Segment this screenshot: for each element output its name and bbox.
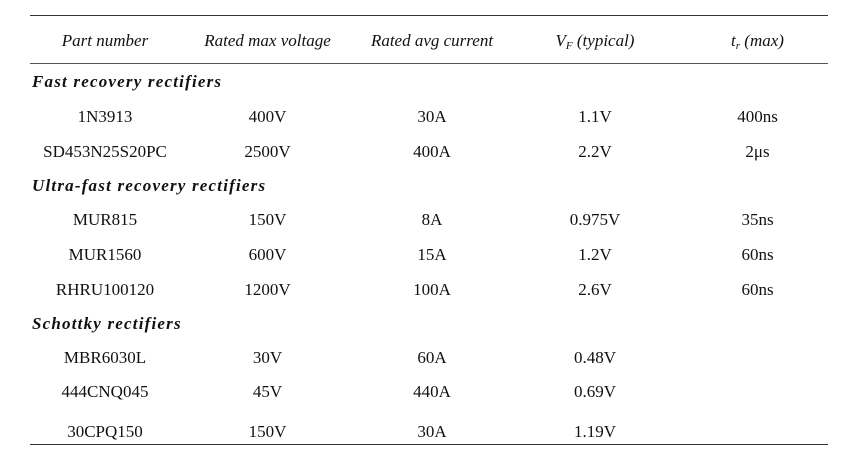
header-rated-avg-current: Rated avg current	[370, 31, 494, 50]
table-row: MBR6030L 30V 60A 0.48V	[0, 346, 849, 370]
header-forward-voltage: VF (typical)	[510, 29, 680, 55]
cell-part-number: 30CPQ150	[67, 422, 143, 441]
cell-forward-voltage: 2.2V	[578, 142, 612, 161]
cell-part-number: SD453N25S20PC	[43, 142, 167, 161]
cell-voltage: 400V	[248, 107, 287, 126]
cell-voltage: 2500V	[244, 142, 291, 161]
cell-current: 440A	[413, 382, 451, 401]
cell-current: 8A	[421, 210, 443, 229]
cell-current: 30A	[417, 107, 447, 126]
cell-current: 100A	[413, 280, 451, 299]
cell-voltage: 150V	[248, 210, 287, 229]
cell-voltage: 45V	[252, 382, 283, 401]
cell-part-number: MBR6030L	[63, 348, 147, 367]
cell-forward-voltage: 1.1V	[578, 107, 612, 126]
cell-part-number: MUR815	[72, 210, 138, 229]
cell-voltage: 30V	[252, 348, 283, 367]
table-row: SD453N25S20PC 2500V 400A 2.2V 2μs	[0, 140, 849, 164]
table-row: 1N3913 400V 30A 1.1V 400ns	[0, 105, 849, 129]
section-title-fast-recovery: Fast recovery rectifiers	[32, 72, 223, 91]
cell-part-number: MUR1560	[68, 245, 142, 264]
cell-current: 15A	[417, 245, 447, 264]
cell-recovery-time: 60ns	[741, 280, 774, 299]
cell-forward-voltage: 0.975V	[569, 210, 621, 229]
header-vf-subscript: F	[565, 40, 573, 52]
table-row: MUR1560 600V 15A 1.2V 60ns	[0, 243, 849, 267]
cell-part-number: RHRU100120	[55, 280, 155, 299]
table-top-rule	[30, 15, 828, 16]
header-part-number: Part number	[61, 31, 149, 50]
table-header-row: Part number Rated max voltage Rated avg …	[0, 29, 849, 53]
cell-current: 30A	[417, 422, 447, 441]
header-vf-note: (typical)	[572, 31, 635, 50]
table-row: 30CPQ150 150V 30A 1.19V	[0, 420, 849, 444]
table-row: 444CNQ045 45V 440A 0.69V	[0, 380, 849, 404]
header-reverse-recovery-time: tr (max)	[680, 29, 835, 55]
table-header-rule	[30, 63, 828, 64]
header-vf-symbol: V	[555, 31, 566, 50]
cell-forward-voltage: 1.2V	[578, 245, 612, 264]
cell-part-number: 444CNQ045	[61, 382, 149, 401]
cell-current: 400A	[413, 142, 451, 161]
cell-forward-voltage: 0.69V	[573, 382, 617, 401]
table-row: MUR815 150V 8A 0.975V 35ns	[0, 208, 849, 232]
cell-recovery-time: 35ns	[741, 210, 774, 229]
cell-recovery-time: 60ns	[741, 245, 774, 264]
cell-recovery-time: 2μs	[745, 142, 770, 161]
cell-part-number: 1N3913	[77, 107, 133, 126]
header-rated-max-voltage: Rated max voltage	[204, 31, 331, 50]
cell-recovery-time: 400ns	[737, 107, 778, 126]
table-row: RHRU100120 1200V 100A 2.6V 60ns	[0, 278, 849, 302]
cell-voltage: 150V	[248, 422, 287, 441]
cell-forward-voltage: 2.6V	[578, 280, 612, 299]
cell-current: 60A	[417, 348, 447, 367]
header-tr-subscript: r	[735, 40, 741, 52]
cell-voltage: 600V	[248, 245, 287, 264]
cell-forward-voltage: 1.19V	[573, 422, 617, 441]
section-title-ultra-fast-recovery: Ultra-fast recovery rectifiers	[32, 176, 267, 195]
header-tr-symbol: t	[731, 31, 736, 50]
header-tr-note: (max)	[740, 31, 784, 50]
table-bottom-rule	[30, 444, 828, 445]
cell-voltage: 1200V	[244, 280, 291, 299]
cell-forward-voltage: 0.48V	[573, 348, 617, 367]
section-title-schottky: Schottky rectifiers	[32, 314, 182, 333]
